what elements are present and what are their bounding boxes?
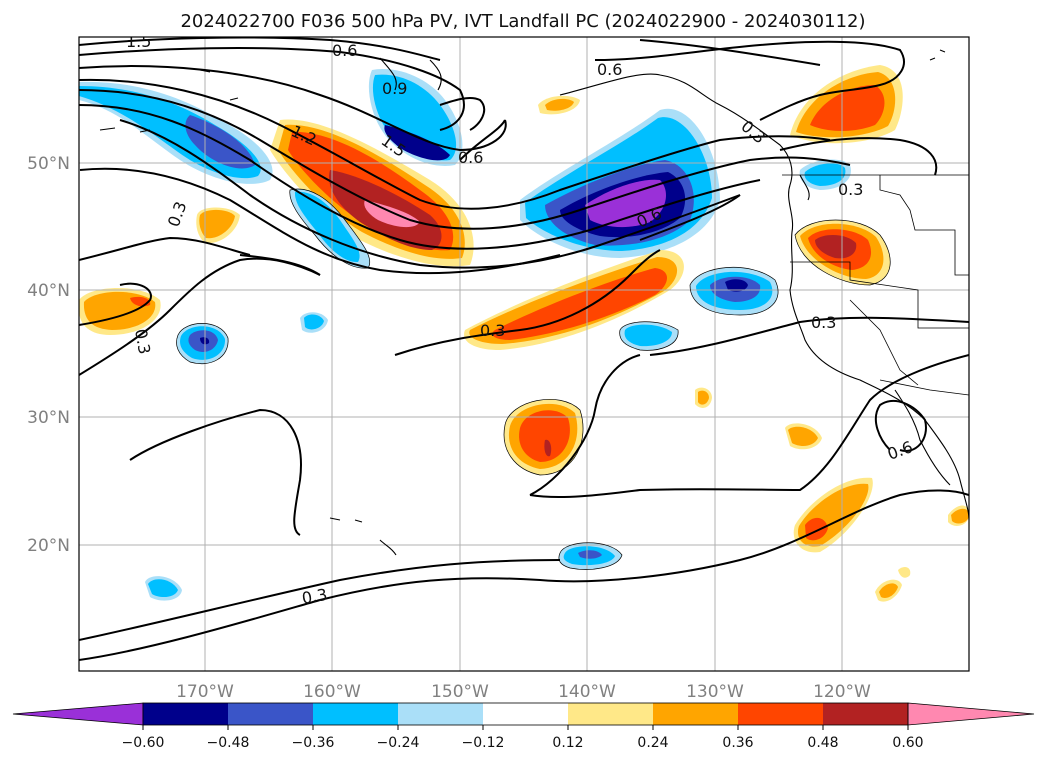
lon-label: 130°W [686, 682, 744, 702]
longitude-labels: 170°W 160°W 150°W 140°W 130°W 120°W [176, 682, 871, 702]
lon-label: 140°W [558, 682, 616, 702]
colorbar-tick-label: 0.60 [892, 735, 923, 751]
contour-label: 1.5 [126, 32, 151, 51]
colorbar: −0.60 −0.48 −0.36 −0.24 −0.12 0.12 0.24 0.36 0.4… [12, 702, 1035, 751]
colorbar-frame [142, 702, 909, 726]
map-area: 1.5 0.6 0.9 0.6 1.2 1.5 0.6 0.6 0.3 0.3 … [79, 32, 969, 671]
lon-label: 150°W [431, 682, 489, 702]
colorbar-tick-label: −0.48 [207, 735, 250, 751]
contour-label: 0.3 [838, 180, 863, 199]
graticule [79, 37, 969, 671]
colorbar-segment [143, 703, 228, 725]
lon-label: 160°W [303, 682, 361, 702]
contour-label: 0.9 [382, 79, 407, 98]
figure-title: 2024022700 F036 500 hPa PV, IVT Landfall… [180, 11, 865, 32]
political-borders [782, 174, 969, 396]
colorbar-tick-label: 0.12 [552, 735, 583, 751]
contour-label: 0.3 [480, 321, 505, 340]
contour-label: 0.6 [597, 60, 622, 79]
colorbar-segment [398, 703, 483, 725]
latitude-labels: 20°N 30°N 40°N 50°N [27, 154, 70, 556]
colorbar-extend-max [907, 702, 1035, 726]
colorbar-segment [823, 703, 908, 725]
pv-contours [79, 37, 969, 661]
colorbar-tick-label: 0.24 [637, 735, 668, 751]
colorbar-tick-label: 0.48 [807, 735, 838, 751]
colorbar-segment [653, 703, 738, 725]
colorbar-tick-label: −0.12 [462, 735, 505, 751]
colorbar-segment [568, 703, 653, 725]
contour-label: 0.3 [811, 313, 836, 332]
colorbar-segment [483, 703, 568, 725]
colorbar-segment [313, 703, 398, 725]
contour-label: 0.6 [332, 41, 357, 60]
map-frame [78, 36, 970, 672]
colorbar-extend-min [12, 702, 144, 726]
lat-label: 30°N [27, 408, 70, 428]
lat-label: 20°N [27, 536, 70, 556]
colorbar-tick-label: −0.24 [377, 735, 420, 751]
shade-outlines [176, 188, 891, 570]
lat-label: 40°N [27, 281, 70, 301]
colorbar-segment [738, 703, 823, 725]
lat-label: 50°N [27, 154, 70, 174]
colorbar-tick-label: −0.60 [122, 735, 165, 751]
shaded-field [79, 65, 969, 602]
contour-label: 0.6 [458, 148, 483, 167]
contour-label: 0.3 [300, 585, 328, 608]
lon-label: 120°W [813, 682, 871, 702]
colorbar-tick-label: −0.36 [292, 735, 335, 751]
colorbar-segment [228, 703, 313, 725]
colorbar-tick-label: 0.36 [722, 735, 753, 751]
lon-label: 170°W [176, 682, 234, 702]
contour-label: 0.3 [131, 327, 154, 355]
